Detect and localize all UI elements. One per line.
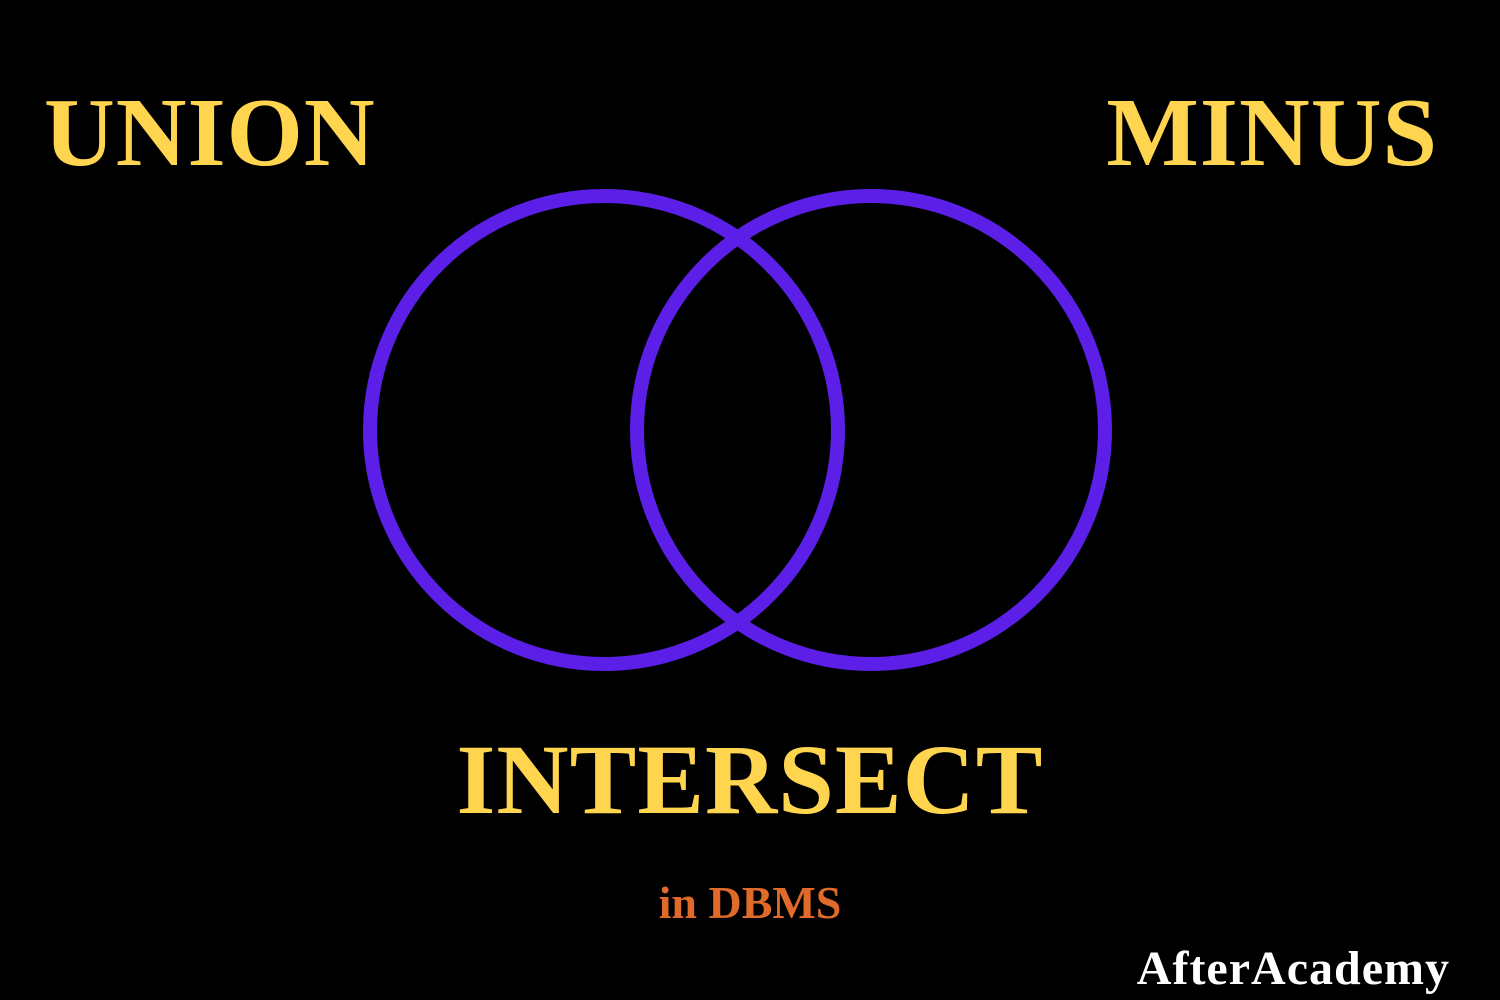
brand-logo-text: AfterAcademy [1136, 942, 1450, 995]
union-heading: UNION [44, 79, 376, 187]
left-set-circle [363, 189, 845, 671]
subtitle: in DBMS [658, 877, 842, 928]
minus-heading: MINUS [1106, 79, 1438, 187]
intersect-heading: INTERSECT [456, 724, 1044, 835]
right-set-circle [630, 189, 1112, 671]
